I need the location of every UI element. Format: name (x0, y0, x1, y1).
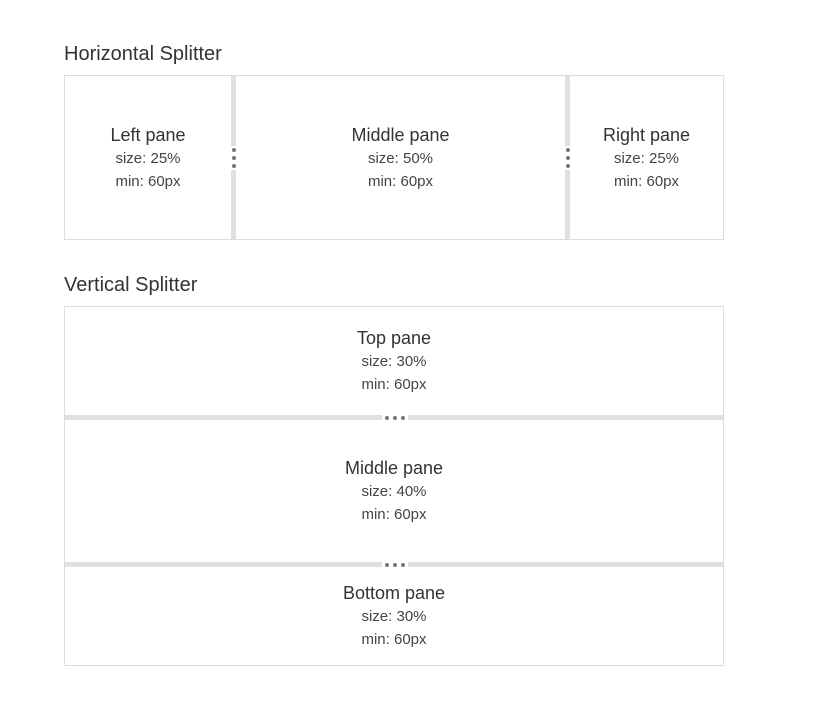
pane-min: min: 60px (361, 631, 427, 648)
pane-min: min: 60px (367, 172, 434, 190)
horizontal-dots-icon[interactable] (382, 414, 408, 421)
handle-dot (401, 562, 405, 567)
vertical-gutter-1[interactable] (65, 414, 723, 421)
vertical-gutter-2[interactable] (65, 561, 723, 568)
horizontal-splitter: Left pane size: 25% min: 60px Middle pan… (64, 75, 724, 240)
pane-size: size: 25% (115, 149, 181, 167)
pane-size: size: 25% (613, 149, 680, 167)
pane-min: min: 60px (115, 172, 181, 190)
handle-dot (231, 164, 236, 168)
vertical-splitter-title: Vertical Splitter (64, 274, 198, 296)
pane-title: Left pane (110, 124, 186, 145)
pane-min: min: 60px (613, 172, 680, 190)
handle-dot (385, 415, 389, 420)
pane-title: Right pane (602, 124, 691, 145)
pane-title: Middle pane (344, 458, 444, 478)
handle-dot (565, 148, 570, 152)
middle-pane: Middle pane size: 50% min: 60px (236, 76, 565, 239)
horizontal-splitter-title: Horizontal Splitter (64, 43, 222, 65)
handle-dot (565, 156, 570, 160)
pane-size: size: 40% (361, 483, 427, 500)
handle-dot (565, 164, 570, 168)
pane-title: Top pane (356, 328, 432, 348)
vertical-dots-icon[interactable] (564, 146, 571, 170)
pane-min: min: 60px (361, 506, 427, 523)
horizontal-gutter-2[interactable] (564, 76, 571, 239)
pane-size: size: 30% (361, 353, 427, 370)
handle-dot (231, 156, 236, 160)
pane-min: min: 60px (361, 376, 427, 393)
handle-dot (393, 562, 397, 567)
handle-dot (385, 562, 389, 567)
horizontal-dots-icon[interactable] (382, 561, 408, 568)
middle-pane: Middle pane size: 40% min: 60px (65, 420, 723, 562)
right-pane: Right pane size: 25% min: 60px (570, 76, 723, 239)
vertical-dots-icon[interactable] (230, 146, 237, 170)
pane-size: size: 50% (367, 149, 434, 167)
top-pane: Top pane size: 30% min: 60px (65, 307, 723, 415)
left-pane: Left pane size: 25% min: 60px (65, 76, 231, 239)
vertical-splitter: Top pane size: 30% min: 60px Middle pane… (64, 306, 724, 666)
pane-title: Middle pane (351, 124, 450, 145)
handle-dot (401, 415, 405, 420)
bottom-pane: Bottom pane size: 30% min: 60px (65, 567, 723, 665)
pane-size: size: 30% (361, 608, 427, 625)
handle-dot (231, 148, 236, 152)
horizontal-gutter-1[interactable] (230, 76, 237, 239)
pane-title: Bottom pane (342, 583, 446, 603)
handle-dot (393, 415, 397, 420)
